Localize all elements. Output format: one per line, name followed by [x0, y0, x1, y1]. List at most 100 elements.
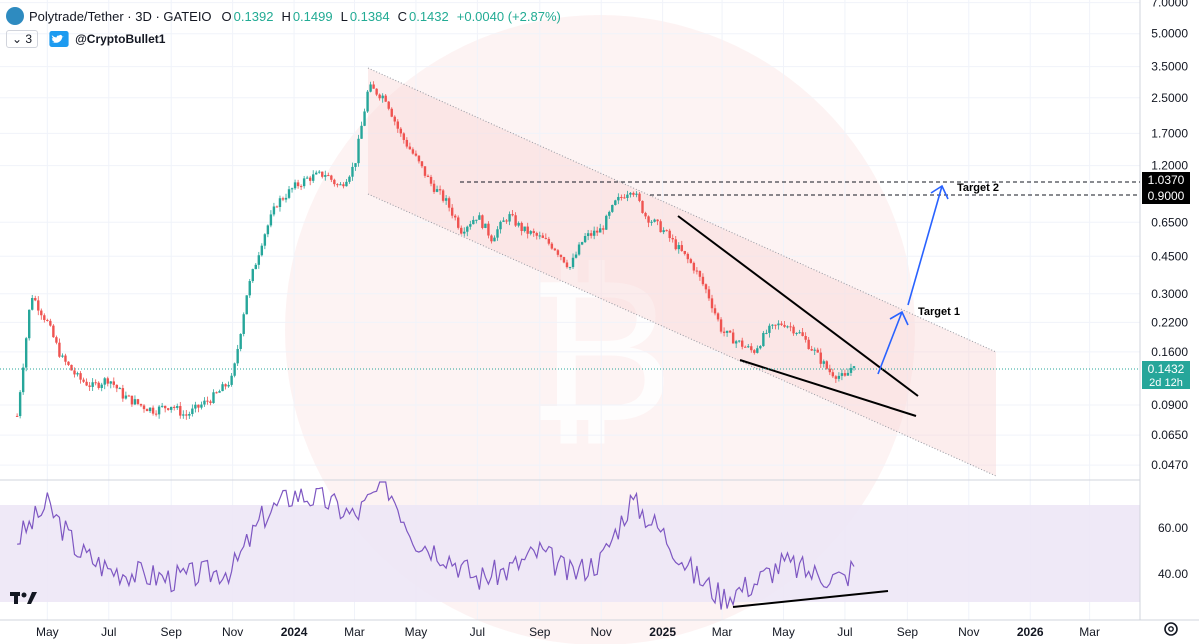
candle-body	[774, 324, 777, 326]
price-tick-label: 0.0900	[1151, 398, 1188, 412]
candle-body	[550, 243, 554, 249]
candle-body	[475, 219, 478, 221]
candle-body	[46, 319, 49, 321]
symbol-title[interactable]: Polytrade/Tether · 3D · GATEIO	[29, 8, 212, 24]
rsi-line	[17, 481, 855, 610]
candle-body	[623, 197, 626, 199]
price-tick-label: 1.2000	[1151, 159, 1188, 173]
rsi-axis[interactable]: 60.00 40.00	[1158, 521, 1188, 581]
candle-body	[822, 361, 825, 364]
price-tag-1037-bg	[1142, 172, 1190, 188]
candle-body	[438, 189, 442, 191]
candle-body	[233, 363, 236, 376]
candle-body	[257, 255, 261, 265]
candle-body	[263, 234, 267, 246]
candle-body	[656, 219, 659, 222]
candle-body	[145, 409, 149, 412]
low-value: 0.1384	[349, 8, 390, 24]
time-tick-label: Nov	[222, 625, 243, 639]
candle-body	[308, 177, 312, 181]
wedge-lower	[739, 359, 917, 417]
candle-body	[21, 367, 25, 393]
candle-body	[686, 253, 690, 260]
candle-body	[571, 257, 575, 268]
candle-body	[94, 382, 97, 384]
candle-body	[568, 267, 572, 269]
candle-body	[339, 184, 342, 186]
candle-body	[18, 392, 22, 417]
open-label: O	[221, 8, 232, 24]
candle-body	[245, 295, 248, 315]
candle-body	[828, 368, 832, 373]
candle-body	[281, 198, 285, 200]
candle-body	[674, 239, 677, 250]
time-tick-label: 2026	[1017, 625, 1044, 639]
candle-body	[354, 163, 357, 167]
candle-body	[121, 388, 125, 399]
projection-arrow-2	[907, 185, 943, 306]
candle-body	[381, 95, 384, 99]
price-tick-label: 0.1600	[1151, 345, 1188, 359]
candle-body	[429, 176, 433, 184]
time-tick-label: Jul	[837, 625, 852, 639]
candle-body	[58, 342, 61, 357]
candle-body	[302, 178, 306, 187]
candle-body	[441, 190, 445, 201]
candle-body	[777, 323, 780, 326]
candle-body	[200, 404, 203, 408]
price-tick-label: 1.7000	[1151, 126, 1188, 140]
candle-body	[269, 214, 273, 226]
candle-body	[115, 384, 119, 389]
time-axis[interactable]: May Jul Sep Nov 2024 Mar May Jul Sep Nov 2025 Mar Ma…	[36, 625, 1100, 639]
candle-body	[151, 407, 155, 414]
candle-body	[771, 324, 774, 326]
candle-body	[840, 373, 844, 376]
candle-body	[843, 373, 847, 376]
time-tick-label: May	[772, 625, 795, 639]
candle-body	[333, 179, 336, 185]
candle-body	[15, 415, 19, 417]
candle-body	[363, 111, 366, 126]
candle-body	[629, 192, 632, 195]
candle-body	[565, 262, 569, 268]
time-tick-label: 2025	[649, 625, 676, 639]
candle-body	[366, 91, 369, 112]
candle-body	[423, 166, 427, 176]
candle-body	[750, 346, 753, 351]
projection-arrow-1-head	[889, 310, 909, 326]
candle-body	[662, 230, 665, 233]
candle-body	[744, 346, 747, 348]
rsi-tick-label: 60.00	[1158, 521, 1188, 535]
candle-body	[484, 223, 487, 228]
time-tick-label: Sep	[897, 625, 919, 639]
candle-body	[242, 314, 245, 334]
candle-body	[704, 284, 708, 290]
candle-body	[559, 254, 563, 258]
candle-body	[230, 375, 233, 385]
candle-body	[67, 361, 70, 365]
price-axis[interactable]: 7.0000 5.0000 3.5000 2.5000 1.7000 1.2000 0.65…	[1151, 0, 1188, 472]
candle-body	[185, 414, 188, 416]
candle-body	[91, 382, 94, 387]
time-tick-label: Mar	[1079, 625, 1100, 639]
candle-body	[266, 225, 270, 235]
indicators-toggle[interactable]: ⌄ 3	[6, 30, 39, 48]
gear-icon[interactable]	[1162, 620, 1180, 638]
candle-body	[348, 176, 351, 182]
candle-body	[520, 222, 523, 232]
candle-body	[82, 379, 85, 382]
candle-body	[553, 248, 557, 251]
candle-body	[70, 364, 73, 371]
candle-body	[665, 230, 668, 232]
candlestick-series	[15, 81, 856, 420]
candle-body	[160, 405, 164, 407]
candle-body	[638, 193, 641, 201]
candle-body	[103, 378, 106, 385]
candle-body	[260, 245, 264, 256]
candle-body	[236, 348, 239, 364]
candle-body	[680, 245, 683, 251]
candle-body	[689, 259, 693, 263]
candle-body	[532, 231, 535, 234]
rsi-band	[0, 505, 1140, 602]
